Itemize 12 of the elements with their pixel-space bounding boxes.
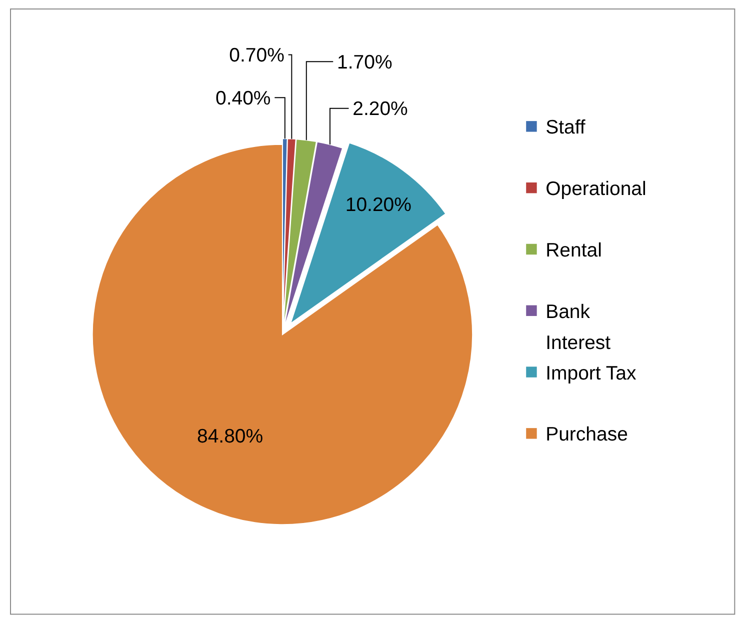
data-label: 10.20% [345, 194, 412, 216]
legend-label: Purchase [546, 424, 628, 446]
data-label: 84.80% [196, 426, 264, 448]
legend-label: Rental [546, 240, 602, 262]
legend-label: Staff [546, 116, 586, 139]
data-label: 0.40% [216, 87, 271, 110]
legend-label: Bank Interest [546, 300, 612, 354]
data-label: 1.70% [337, 51, 392, 74]
data-label: 2.20% [352, 98, 408, 120]
legend-label: Import Tax [546, 362, 636, 384]
data-label: 0.70% [229, 44, 284, 67]
legend-label: Operational [546, 178, 646, 200]
